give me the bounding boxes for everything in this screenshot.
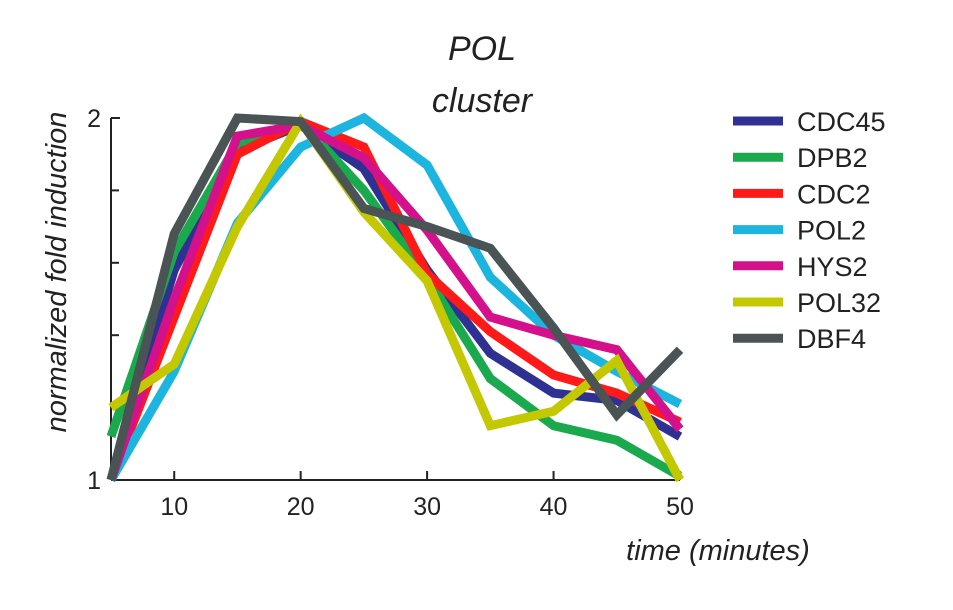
series-line-dpb2 <box>106 116 683 481</box>
y-tick-label: 2 <box>87 105 101 133</box>
series-line-hys2 <box>106 120 684 482</box>
legend-label-dpb2: DPB2 <box>797 143 868 173</box>
chart-title-line1: POL <box>448 30 516 68</box>
x-tick-label: 40 <box>540 493 568 521</box>
series-line-pol32 <box>108 113 684 483</box>
legend-label-pol2: POL2 <box>797 216 866 246</box>
series-line-pol2 <box>107 112 683 483</box>
y-axis-label: normalized fold induction <box>41 112 73 433</box>
legend-label-dbf4: DBF4 <box>797 324 866 354</box>
legend-label-cdc45: CDC45 <box>797 107 886 137</box>
legend-label-cdc2: CDC2 <box>797 179 871 209</box>
series-lines <box>106 112 684 483</box>
legend-label-hys2: HYS2 <box>797 252 868 282</box>
series-line-dbf4 <box>106 113 684 482</box>
axes: 1 2 10 20 30 40 50 <box>87 105 694 521</box>
chart-title-line2: cluster <box>432 82 534 120</box>
x-tick-label: 30 <box>413 493 441 521</box>
series-line-cdc2 <box>106 116 682 482</box>
series-line-cdc45 <box>106 120 683 482</box>
x-tick-label: 50 <box>666 493 694 521</box>
x-tick-label: 20 <box>287 493 315 521</box>
y-tick-label: 1 <box>87 467 101 495</box>
x-axis-label: time (minutes) <box>626 535 810 567</box>
legend: CDC45 DPB2 CDC2 POL2 HYS2 POL32 DBF4 <box>733 107 886 354</box>
x-tick-label: 10 <box>160 493 188 521</box>
legend-label-pol32: POL32 <box>797 288 881 318</box>
